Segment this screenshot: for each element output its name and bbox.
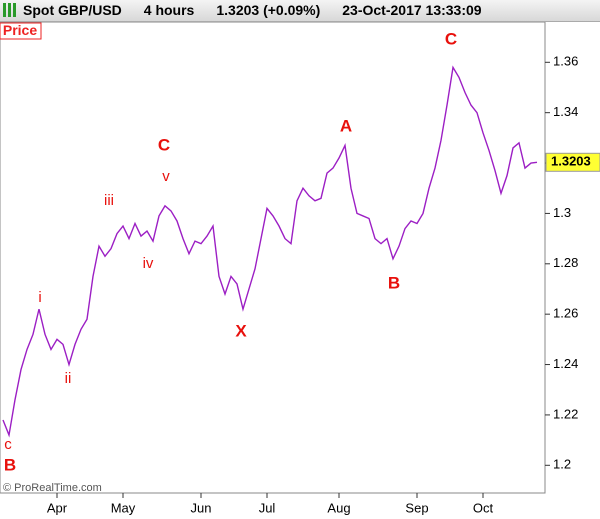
- panel-label-box: [0, 22, 42, 40]
- y-tick-label: 1.28: [553, 255, 578, 270]
- wave-label: B: [4, 455, 16, 474]
- quote: 1.3203 (+0.09%): [216, 2, 321, 18]
- last-price-label: 1.3203: [551, 154, 591, 169]
- y-tick-label: 1.34: [553, 104, 578, 119]
- x-tick-label: Aug: [327, 500, 350, 515]
- y-tick-label: 1.24: [553, 356, 578, 371]
- timestamp: 23-Oct-2017 13:33:09: [342, 2, 482, 18]
- x-tick-label: Oct: [473, 500, 494, 515]
- plot-area: [0, 22, 546, 494]
- wave-label: C: [445, 29, 457, 48]
- symbol: Spot GBP/USD: [23, 2, 122, 18]
- wave-label: C: [158, 135, 170, 154]
- wave-label: c: [4, 436, 12, 453]
- x-tick-label: Jun: [191, 500, 212, 515]
- wave-label: ii: [65, 370, 72, 387]
- y-tick-label: 1.3: [553, 205, 571, 220]
- x-tick-label: Jul: [259, 500, 276, 515]
- wave-label: X: [235, 321, 247, 340]
- y-tick-label: 1.26: [553, 306, 578, 321]
- y-tick-label: 1.36: [553, 54, 578, 69]
- wave-label: iv: [143, 255, 154, 272]
- wave-label: A: [340, 116, 352, 135]
- y-tick-label: 1.22: [553, 406, 578, 421]
- wave-label: i: [38, 289, 41, 306]
- x-tick-label: Sep: [405, 500, 428, 515]
- wave-label: v: [162, 168, 170, 185]
- timeframe: 4 hours: [143, 2, 195, 18]
- wave-label: iii: [104, 192, 114, 209]
- wave-label: B: [388, 273, 400, 292]
- chart: Price © ProRealTime.com 1.2 1.22 1.24 1.26 1…: [0, 22, 600, 515]
- panel-label: Price: [3, 22, 37, 38]
- last-price-box: [545, 152, 600, 172]
- copyright: © ProRealTime.com: [3, 482, 102, 494]
- price-line: [2, 65, 538, 438]
- x-tick-label: Apr: [47, 500, 68, 515]
- x-tick-label: May: [111, 500, 136, 515]
- y-tick-label: 1.2: [553, 457, 571, 472]
- header: Spot GBP/USD 4 hours 1.3203 (+0.09%) 23-Oct…: [0, 0, 600, 22]
